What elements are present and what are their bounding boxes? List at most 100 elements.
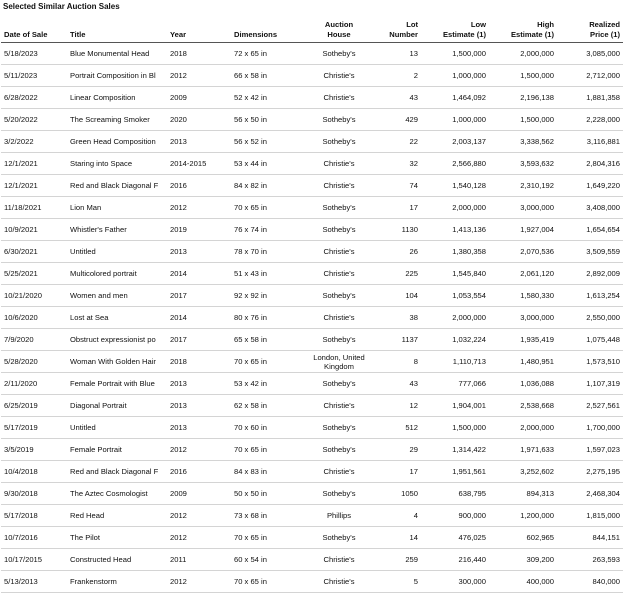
table-cell: 2/11/2020 — [1, 372, 67, 395]
table-cell: 2018 — [167, 42, 231, 65]
table-cell: Woman With Golden Hair — [67, 350, 167, 373]
table-cell: 2,196,138 — [489, 86, 557, 109]
table-cell: 2011 — [167, 548, 231, 571]
table-cell: 2,538,668 — [489, 394, 557, 417]
table-cell: 66 x 58 in — [231, 64, 299, 87]
table-cell: 10/7/2016 — [1, 526, 67, 549]
table-cell: Portrait Composition in Bl — [67, 64, 167, 87]
table-cell: 216,440 — [421, 548, 489, 571]
table-cell: 2,000,000 — [421, 196, 489, 219]
table-cell: 17 — [379, 196, 421, 219]
table-cell: Obstruct expressionist po — [67, 328, 167, 351]
table-cell: 2013 — [167, 394, 231, 417]
table-row: 6/25/2019 Diagonal Portrait 2013 62 x 58 in… — [1, 394, 623, 417]
table-cell: 1,500,000 — [489, 108, 557, 131]
table-cell: 2,275,195 — [557, 460, 623, 483]
table-cell: Whistler's Father — [67, 218, 167, 241]
table-cell: Christie's — [299, 394, 379, 417]
header-line: Title — [70, 30, 86, 39]
table-cell: 78 x 70 in — [231, 240, 299, 263]
table-cell: 3,000,000 — [489, 306, 557, 329]
table-cell: Sotheby's — [299, 526, 379, 549]
table-cell: 2 — [379, 64, 421, 87]
table-cell: 1,540,128 — [421, 174, 489, 197]
table-cell: 2014 — [167, 262, 231, 285]
column-header: Auction House — [299, 14, 379, 43]
table-cell: 3,593,632 — [489, 152, 557, 175]
table-cell: Sotheby's — [299, 218, 379, 241]
table-cell: 60 x 54 in — [231, 548, 299, 571]
table-cell: 43 — [379, 372, 421, 395]
header-row: Date of Sale Title Year Dimensions Auction Ho… — [1, 14, 623, 43]
table-row: 5/17/2019 Untitled 2013 70 x 60 in Sotheby's… — [1, 416, 623, 439]
table-cell: 1,075,448 — [557, 328, 623, 351]
table-row: 5/20/2022 The Screaming Smoker 2020 56 x 50… — [1, 108, 623, 131]
table-cell: Female Portrait — [67, 438, 167, 461]
table-row: 5/28/2020 Woman With Golden Hair 2018 70 x … — [1, 350, 623, 373]
table-cell: Sotheby's — [299, 482, 379, 505]
table-cell: Sotheby's — [299, 42, 379, 65]
table-cell: 1,500,000 — [421, 42, 489, 65]
table-cell: 13 — [379, 42, 421, 65]
table-cell: 5 — [379, 570, 421, 593]
table-cell: Untitled — [67, 240, 167, 263]
table-cell: 17 — [379, 460, 421, 483]
table-cell: 104 — [379, 284, 421, 307]
table-cell: 1,000,000 — [421, 108, 489, 131]
table-cell: 26 — [379, 240, 421, 263]
table-cell: 1,935,419 — [489, 328, 557, 351]
table-cell: Christie's — [299, 86, 379, 109]
table-cell: 92 x 92 in — [231, 284, 299, 307]
table-cell: 2,003,137 — [421, 130, 489, 153]
table-cell: 840,000 — [557, 570, 623, 593]
table-cell: 53 x 44 in — [231, 152, 299, 175]
table-cell: 7/9/2020 — [1, 328, 67, 351]
table-cell: 56 x 50 in — [231, 108, 299, 131]
table-cell: 10/6/2020 — [1, 306, 67, 329]
header-line: House — [327, 30, 351, 39]
table-cell: Diagonal Portrait — [67, 394, 167, 417]
table-cell: 1,500,000 — [421, 416, 489, 439]
table-cell: Female Portrait with Blue — [67, 372, 167, 395]
table-cell: 400,000 — [489, 570, 557, 593]
table-cell: 2014 — [167, 306, 231, 329]
table-cell: 1,107,319 — [557, 372, 623, 395]
table-cell: 5/11/2023 — [1, 64, 67, 87]
table-row: 5/18/2023 Blue Monumental Head 2018 72 x 65… — [1, 42, 623, 65]
table-cell: 2012 — [167, 526, 231, 549]
table-cell: 8 — [379, 350, 421, 373]
table-cell: 70 x 65 in — [231, 350, 299, 373]
table-cell: 512 — [379, 416, 421, 439]
header-line: Auction — [324, 20, 354, 29]
table-cell: 1,314,422 — [421, 438, 489, 461]
table-cell: Green Head Composition — [67, 130, 167, 153]
table-cell: 5/17/2018 — [1, 504, 67, 527]
table-cell: 3,116,881 — [557, 130, 623, 153]
table-cell: Christie's — [299, 306, 379, 329]
table-cell: 1,649,220 — [557, 174, 623, 197]
table-cell: 3,338,562 — [489, 130, 557, 153]
table-cell: 70 x 65 in — [231, 438, 299, 461]
table-cell: 53 x 42 in — [231, 372, 299, 395]
table-cell: 2012 — [167, 64, 231, 87]
table-cell: 2,000,000 — [489, 42, 557, 65]
table-cell: 602,965 — [489, 526, 557, 549]
table-row: 9/30/2018 The Aztec Cosmologist 2009 50 x 5… — [1, 482, 623, 505]
table-cell: Women and men — [67, 284, 167, 307]
table-cell: 2012 — [167, 570, 231, 593]
table-cell: 2012 — [167, 196, 231, 219]
table-cell: 5/28/2020 — [1, 350, 67, 373]
header-line: Lot — [406, 20, 418, 29]
header-line: Realized — [589, 20, 620, 29]
table-cell: 1,200,000 — [489, 504, 557, 527]
table-row: 5/13/2013 Frankenstorm 2012 70 x 65 in Chris… — [1, 570, 623, 593]
table-cell: 2,468,304 — [557, 482, 623, 505]
table-cell: 2017 — [167, 328, 231, 351]
table-cell: 1,036,088 — [489, 372, 557, 395]
table-cell: 638,795 — [421, 482, 489, 505]
table-row: 2/11/2020 Female Portrait with Blue 2013 53… — [1, 372, 623, 395]
table-cell: 3,252,602 — [489, 460, 557, 483]
table-cell: 1,613,254 — [557, 284, 623, 307]
table-cell: 1,500,000 — [489, 64, 557, 87]
table-row: 10/7/2016 The Pilot 2012 70 x 65 in Sotheby'… — [1, 526, 623, 549]
